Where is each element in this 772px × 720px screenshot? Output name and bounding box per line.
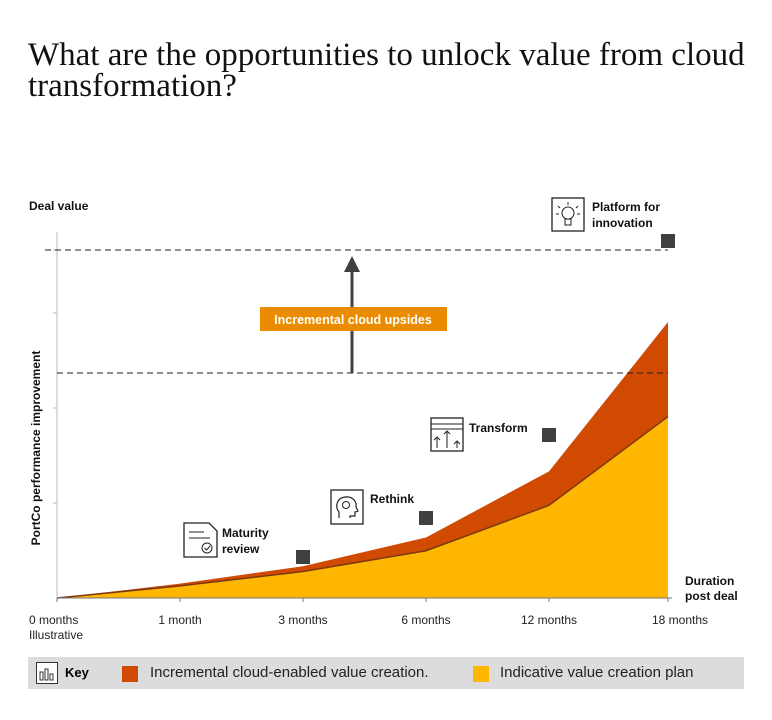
y-axis-top-label: Deal value [29,199,89,213]
x-axis-label-line1: Duration [685,574,734,588]
milestone-label-platform-line2: innovation [592,216,653,230]
milestone-label-transform: Transform [469,421,528,435]
upside-banner-text: Incremental cloud upsides [274,313,432,327]
x-tick-label: 12 months [521,613,577,627]
upside-arrow-head [344,256,360,272]
x-tick-label: 6 months [401,613,450,627]
indicative-boundary-line [56,415,669,599]
head-gear-icon [330,489,364,525]
milestone-label-rethink: Rethink [370,492,414,506]
milestone-marker [661,234,675,248]
milestone-label-platform-line1: Platform for [592,200,660,214]
y-axis-label: PortCo performance improvement [29,351,43,546]
key-text-incremental: Incremental cloud-enabled value creation… [150,664,429,681]
milestone-label-maturity-line2: review [222,542,260,556]
x-tick-label: 0 months [29,613,78,627]
indicative-value-area [57,416,668,598]
milestone-marker [419,511,433,525]
x-tick-label: 18 months [652,613,708,627]
key-bar: Key Incremental cloud-enabled value crea… [28,657,744,689]
x-tick-label: 3 months [278,613,327,627]
key-text-indicative: Indicative value creation plan [500,664,694,681]
x-sublabel: Illustrative [29,628,83,642]
key-label: Key [65,665,89,680]
lightbulb-icon [551,197,585,232]
upside-banner [260,307,447,331]
x-axis-label-line2: post deal [685,589,738,603]
bar-chart-icon [36,662,58,684]
milestone-marker [296,550,310,564]
page-title: What are the opportunities to unlock val… [28,37,745,104]
milestone-label-maturity-line1: Maturity [222,526,269,540]
value-creation-chart: Deal value PortCo performance improvement… [29,197,738,642]
milestone-marker [542,428,556,442]
key-swatch-incremental [122,666,138,682]
key-swatch-indicative [473,666,489,682]
chart-arrows-icon [430,417,464,452]
x-tick-label: 1 month [158,613,201,627]
checklist-doc-icon [183,522,218,558]
